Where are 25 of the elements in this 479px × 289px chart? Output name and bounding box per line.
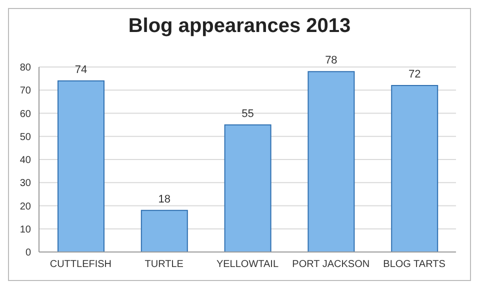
x-tick-label: YELLOWTAIL (216, 259, 279, 270)
y-tick-label: 40 (20, 155, 32, 166)
y-tick-label: 60 (20, 108, 32, 120)
y-tick-label: 70 (20, 86, 32, 97)
bar (308, 71, 355, 252)
x-tick-label: PORT JACKSON (292, 259, 370, 270)
bar (391, 85, 438, 252)
data-label: 72 (408, 68, 421, 80)
y-tick-label: 30 (20, 178, 32, 190)
y-tick-label: 50 (20, 132, 32, 143)
y-tick-label: 80 (20, 62, 32, 74)
x-tick-label: BLOG TARTS (383, 259, 446, 270)
x-tick-label: CUTTLEFISH (50, 259, 112, 270)
y-tick-label: 10 (20, 224, 32, 236)
y-tick-label: 0 (25, 248, 32, 259)
y-tick-label: 20 (20, 201, 32, 212)
data-label: 78 (325, 54, 338, 67)
bar (224, 124, 272, 252)
data-label: 18 (158, 193, 171, 206)
chart-title: Blog appearances 2013 (127, 14, 352, 39)
data-label: 74 (74, 64, 88, 76)
x-tick-label: TURTLE (144, 259, 184, 270)
bar (58, 80, 104, 252)
data-label: 55 (242, 108, 254, 120)
bar (140, 210, 188, 252)
